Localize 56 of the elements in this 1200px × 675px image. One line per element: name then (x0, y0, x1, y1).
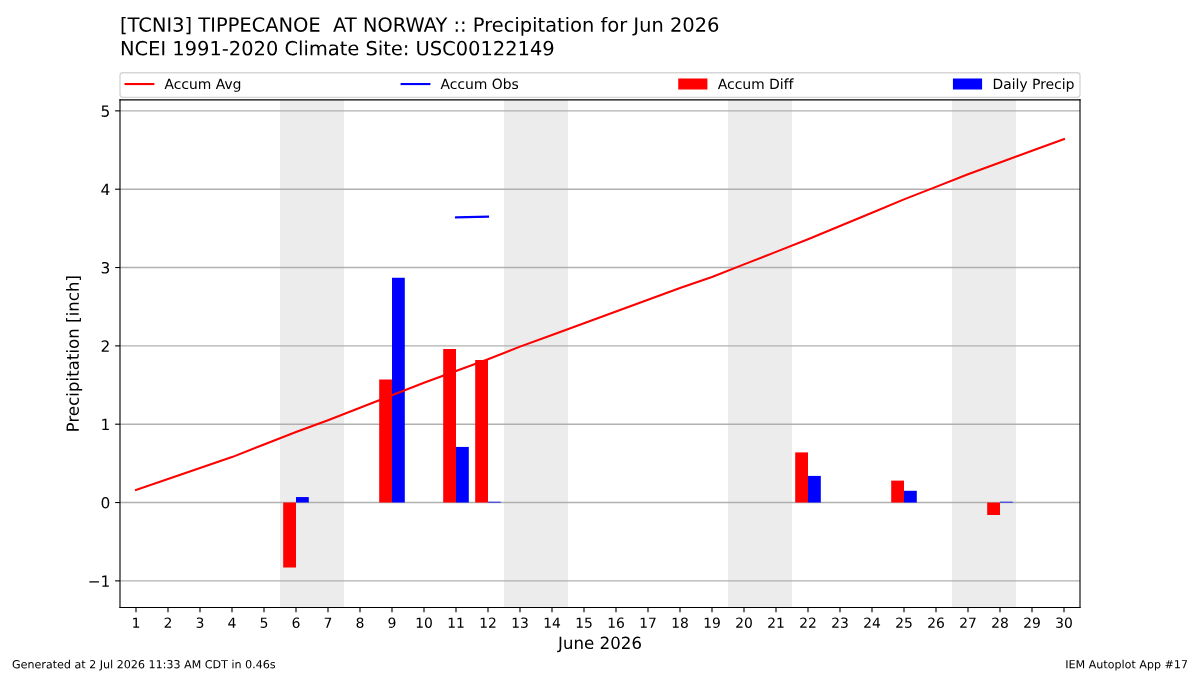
bar (392, 277, 405, 503)
y-axis-title: Precipitation [inch] (66, 276, 83, 431)
x-tick-label: 5 (260, 617, 268, 628)
x-tick-label: 18 (672, 617, 688, 628)
legend-label: Accum Obs (440, 78, 519, 90)
x-tick-label: 20 (736, 617, 752, 628)
x-tick-label: 6 (292, 617, 300, 628)
x-axis-title: June 2026 (557, 636, 641, 653)
x-tick-label: 15 (576, 617, 592, 628)
bar (296, 497, 309, 503)
y-tick-label: −1 (89, 575, 109, 587)
bar (283, 502, 296, 568)
x-tick-label: 23 (832, 617, 848, 628)
bar (456, 446, 469, 503)
x-tick-label: 8 (356, 617, 364, 628)
x-tick-label: 11 (448, 617, 464, 628)
x-tick-label: 3 (196, 617, 204, 628)
bar (795, 452, 808, 503)
bar (987, 502, 1000, 516)
y-tick-label: 0 (101, 497, 110, 509)
legend-label: Accum Diff (717, 78, 794, 90)
x-tick-label: 21 (768, 617, 784, 628)
x-tick-label: 25 (896, 617, 912, 628)
x-tick-label: 1 (133, 617, 140, 628)
x-tick-label: 24 (864, 617, 881, 628)
x-tick-label: 27 (960, 617, 976, 628)
text: Generated at 2 Jul 2026 11:33 AM CDT in 0.46s (12, 659, 276, 671)
y-tick-label: 4 (101, 183, 110, 195)
bar (808, 475, 821, 503)
x-tick-label: 12 (480, 617, 496, 628)
x-tick-label: 9 (388, 617, 396, 628)
x-tick-label: 7 (324, 617, 332, 628)
y-tick-label: 5 (101, 105, 109, 117)
bar (904, 490, 917, 503)
y-tick-label: 2 (101, 340, 109, 352)
x-tick-label: 2 (164, 617, 172, 628)
bar (891, 480, 904, 503)
x-tick-label: 17 (640, 617, 656, 628)
x-tick-label: 26 (928, 617, 944, 628)
x-tick-label: 13 (512, 617, 528, 628)
x-tick-label: 29 (1024, 617, 1040, 628)
x-tick-label: 4 (228, 617, 236, 628)
y-tick-label: 1 (102, 418, 109, 430)
x-tick-label: 28 (992, 617, 1008, 628)
x-tick-label: 16 (608, 617, 624, 628)
chart-subtitle: NCEI 1991-2020 Climate Site: USC00122149 (121, 40, 554, 56)
x-tick-label: 19 (704, 617, 720, 628)
chart-title: [TCNI3] TIPPECANOE AT NORWAY :: Precipitation for Jun 2026 (121, 16, 719, 36)
x-tick-label: 14 (544, 617, 561, 628)
legend-label: Daily Precip (993, 78, 1074, 92)
y-tick-label: 3 (101, 262, 110, 274)
x-tick-label: 30 (1056, 617, 1072, 628)
legend-label: Accum Avg (164, 78, 241, 92)
x-tick-label: 10 (416, 617, 432, 628)
text: IEM Autoplot App #17 (1066, 659, 1188, 671)
x-tick-label: 22 (800, 617, 816, 628)
